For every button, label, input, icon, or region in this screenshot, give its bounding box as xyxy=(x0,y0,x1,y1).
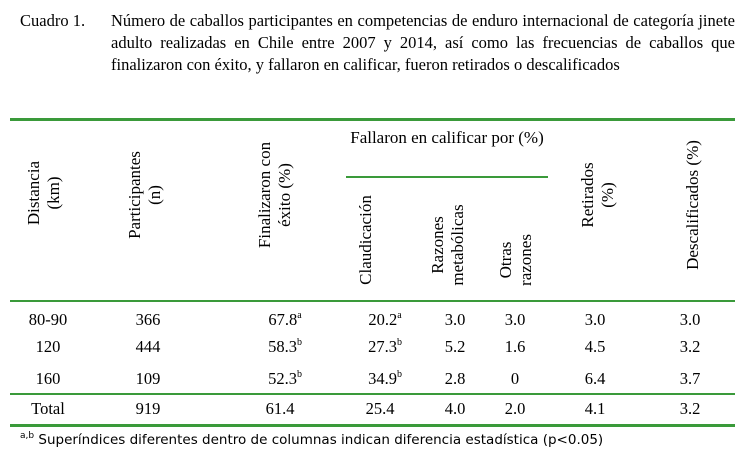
cell-finalizaron-r1: 67.8a xyxy=(250,310,320,330)
cell-participantes-r2: 444 xyxy=(135,337,161,356)
header-distancia: Distancia (km) xyxy=(24,128,64,258)
header-metabolicas-line1: Razones xyxy=(428,216,447,274)
total-rule xyxy=(10,393,735,395)
cell-metabolicas-r2: 5.2 xyxy=(444,337,466,356)
superscript: a xyxy=(397,310,402,321)
superscript: a xyxy=(297,310,302,321)
header-participantes: Participantes (n) xyxy=(125,115,165,275)
header-claudicacion-line1: Claudicación xyxy=(356,195,375,285)
cell-otras-r3: 0 xyxy=(510,369,520,388)
header-rule xyxy=(10,300,735,302)
cell-metabolicas-total: 4.0 xyxy=(444,399,466,418)
value: 58.3 xyxy=(268,337,297,356)
header-participantes-line1: Participantes xyxy=(125,151,144,239)
header-distancia-line1: Distancia xyxy=(24,160,43,226)
header-retirados: Retirados (%) xyxy=(578,145,618,245)
header-participantes-line2: (n) xyxy=(145,185,164,205)
cell-participantes-r3: 109 xyxy=(135,369,161,388)
cell-claudicacion-total: 25.4 xyxy=(365,399,395,418)
cell-claudicacion-r1: 20.2a xyxy=(350,310,420,330)
superscript: b xyxy=(396,337,402,348)
group-header-fallaron: Fallaron en calificar por (%) xyxy=(350,128,544,147)
bottom-rule xyxy=(10,424,735,427)
header-descalificados: Descalificados (%) xyxy=(683,125,703,285)
cell-finalizaron-total: 61.4 xyxy=(265,399,295,418)
cell-participantes-r1: 366 xyxy=(135,310,161,329)
value: 67.8 xyxy=(268,310,298,329)
cell-retirados-total: 4.1 xyxy=(584,399,606,418)
superscript: b xyxy=(296,337,302,348)
caption-label: Cuadro 1. xyxy=(20,11,86,30)
header-metabolicas: Razones metabólicas xyxy=(428,195,468,295)
header-otras-line2: razones xyxy=(516,234,535,286)
header-otras: Otras razones xyxy=(496,225,536,295)
footnote-text: Superíndices diferentes dentro de column… xyxy=(34,432,604,448)
cell-distancia-r1: 80-90 xyxy=(28,310,68,329)
cell-finalizaron-r3: 52.3b xyxy=(250,369,320,389)
footnote-superscript: a,b xyxy=(20,431,35,441)
cell-otras-r2: 1.6 xyxy=(504,337,526,356)
header-finalizaron-line1: Finalizaron con xyxy=(255,141,274,249)
value: 34.9 xyxy=(368,369,397,388)
caption-text: Número de caballos participantes en comp… xyxy=(111,11,735,74)
group-rule xyxy=(346,176,548,178)
cell-retirados-r1: 3.0 xyxy=(584,310,606,329)
superscript: b xyxy=(296,369,302,380)
cell-retirados-r2: 4.5 xyxy=(584,337,606,356)
cell-descalificados-r1: 3.0 xyxy=(679,310,701,329)
cell-participantes-total: 919 xyxy=(135,399,161,418)
value: 52.3 xyxy=(268,369,297,388)
table-footnote: a,b Superíndices diferentes dentro de co… xyxy=(20,431,603,449)
header-retirados-line2: (%) xyxy=(598,182,617,208)
superscript: b xyxy=(396,369,402,380)
cell-descalificados-r3: 3.7 xyxy=(679,369,701,388)
cell-descalificados-total: 3.2 xyxy=(679,399,701,418)
cell-distancia-r3: 160 xyxy=(35,369,61,388)
value: 27.3 xyxy=(368,337,397,356)
header-otras-line1: Otras xyxy=(496,241,515,279)
header-finalizaron-line2: éxito (%) xyxy=(275,163,294,227)
header-finalizaron: Finalizaron con éxito (%) xyxy=(255,115,295,275)
value: 20.2 xyxy=(368,310,398,329)
cell-finalizaron-r2: 58.3b xyxy=(250,337,320,357)
cell-distancia-total: Total xyxy=(31,399,65,418)
cell-otras-r1: 3.0 xyxy=(504,310,526,329)
header-claudicacion: Claudicación xyxy=(356,185,376,295)
cell-distancia-r2: 120 xyxy=(35,337,61,356)
cell-metabolicas-r1: 3.0 xyxy=(444,310,466,329)
header-retirados-line1: Retirados xyxy=(578,162,597,228)
cell-otras-total: 2.0 xyxy=(504,399,526,418)
header-metabolicas-line2: metabólicas xyxy=(448,204,467,286)
cell-claudicacion-r3: 34.9b xyxy=(350,369,420,389)
cell-retirados-r3: 6.4 xyxy=(584,369,606,388)
top-rule xyxy=(10,118,735,121)
header-descalificados-line1: Descalificados (%) xyxy=(683,140,702,270)
cell-claudicacion-r2: 27.3b xyxy=(350,337,420,357)
cell-metabolicas-r3: 2.8 xyxy=(444,369,466,388)
cell-descalificados-r2: 3.2 xyxy=(679,337,701,356)
header-distancia-line2: (km) xyxy=(44,176,63,210)
